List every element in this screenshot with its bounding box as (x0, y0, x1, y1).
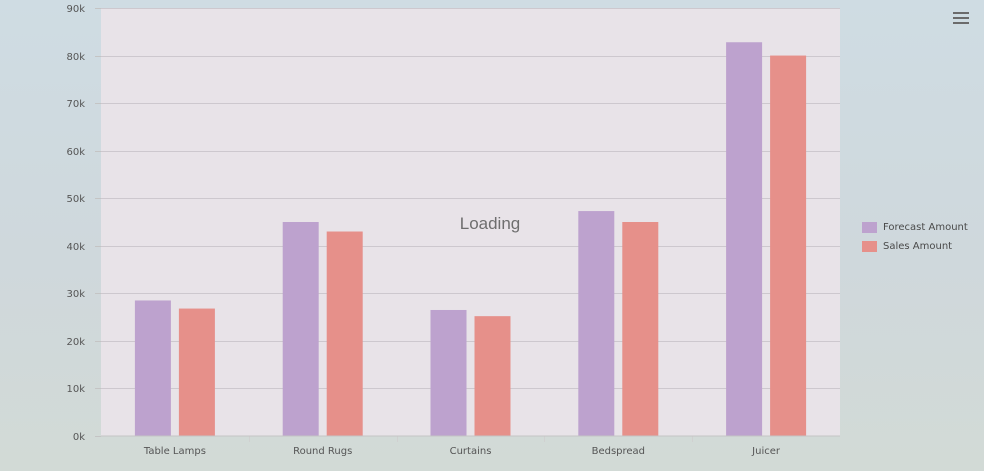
bar-sales (326, 231, 363, 436)
y-tick-label: 10k (66, 384, 85, 395)
y-axis-tick-labels: 0k 10k 20k 30k 40k 50k 60k 70k 80k 90k (66, 4, 101, 443)
bar-sales (770, 55, 807, 437)
x-tick-label: Bedspread (592, 446, 645, 457)
bar-forecast (282, 222, 319, 436)
legend-label-forecast: Forecast Amount (883, 222, 968, 233)
y-tick-label: 90k (66, 4, 85, 15)
gridlines (101, 8, 840, 389)
bar-sales (474, 316, 511, 436)
x-tick-label: Round Rugs (293, 446, 352, 457)
bar-forecast (430, 309, 467, 436)
bar-forecast (134, 300, 171, 436)
bar-forecast (726, 42, 763, 437)
chart-menu-button[interactable] (946, 6, 976, 32)
legend-swatch-sales (862, 241, 877, 252)
plot-area (101, 8, 840, 436)
legend: Forecast Amount Sales Amount (862, 218, 968, 256)
legend-swatch-forecast (862, 222, 877, 233)
legend-item-sales[interactable]: Sales Amount (862, 237, 968, 256)
x-axis-tick-labels: Table Lamps Round Rugs Curtains Bedspread Ju… (143, 446, 781, 457)
x-tick-label: Curtains (450, 446, 492, 457)
y-tick-label: 20k (66, 337, 85, 348)
y-tick-label: 40k (66, 242, 85, 253)
y-tick-label: 0k (73, 432, 85, 443)
y-tick-label: 80k (66, 52, 85, 63)
bar-forecast (578, 211, 615, 436)
y-tick-label: 70k (66, 99, 85, 110)
y-tick-label: 60k (66, 147, 85, 158)
x-tick-label: Table Lamps (143, 446, 206, 457)
bar-sales (178, 308, 215, 436)
category-separators (249, 436, 693, 442)
bar-sales (622, 222, 659, 436)
legend-label-sales: Sales Amount (883, 241, 953, 252)
bars (134, 42, 807, 437)
x-tick-label: Juicer (751, 446, 781, 457)
y-tick-label: 50k (66, 194, 85, 205)
hamburger-menu-icon (946, 6, 976, 32)
y-tick-label: 30k (66, 289, 85, 300)
loading-overlay-text: Loading (460, 214, 521, 233)
legend-item-forecast[interactable]: Forecast Amount (862, 218, 968, 237)
